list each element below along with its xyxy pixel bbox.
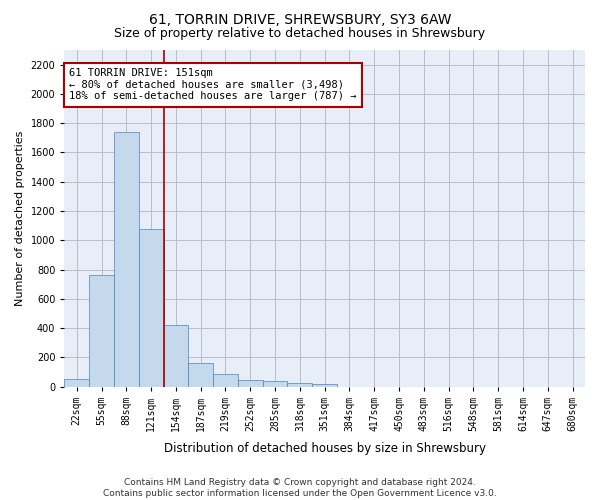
Text: Contains HM Land Registry data © Crown copyright and database right 2024.
Contai: Contains HM Land Registry data © Crown c… [103, 478, 497, 498]
Text: Size of property relative to detached houses in Shrewsbury: Size of property relative to detached ho… [115, 28, 485, 40]
Text: 61, TORRIN DRIVE, SHREWSBURY, SY3 6AW: 61, TORRIN DRIVE, SHREWSBURY, SY3 6AW [149, 12, 451, 26]
Bar [139, 230, 164, 386]
Bar [213, 374, 238, 386]
Bar [263, 381, 287, 386]
Bar [287, 382, 312, 386]
Bar [114, 132, 139, 386]
Bar [188, 363, 213, 386]
Bar [89, 276, 114, 386]
Text: 61 TORRIN DRIVE: 151sqm
← 80% of detached houses are smaller (3,498)
18% of semi: 61 TORRIN DRIVE: 151sqm ← 80% of detache… [69, 68, 357, 102]
Bar [238, 380, 263, 386]
X-axis label: Distribution of detached houses by size in Shrewsbury: Distribution of detached houses by size … [164, 442, 485, 455]
Bar [312, 384, 337, 386]
Bar [164, 325, 188, 386]
Y-axis label: Number of detached properties: Number of detached properties [15, 130, 25, 306]
Bar [64, 378, 89, 386]
